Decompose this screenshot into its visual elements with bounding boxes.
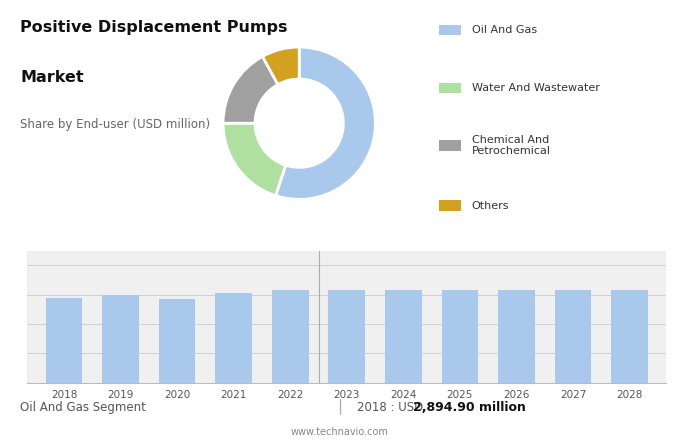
Bar [102,295,139,383]
Text: 2,894.90 million: 2,894.90 million [413,400,526,414]
Text: Oil And Gas: Oil And Gas [472,25,537,35]
Text: Market: Market [20,70,84,85]
Bar [439,83,462,93]
Bar [158,299,195,383]
Text: |: | [337,399,343,415]
Bar [328,290,365,383]
Wedge shape [223,56,278,123]
Text: Oil And Gas Segment: Oil And Gas Segment [20,400,146,414]
Bar [439,25,462,35]
Bar [439,200,462,211]
Text: 2018 : USD: 2018 : USD [357,400,427,414]
Bar [272,290,309,383]
Text: Positive Displacement Pumps: Positive Displacement Pumps [20,20,288,35]
Text: Water And Wastewater: Water And Wastewater [472,83,600,93]
Bar [498,290,535,383]
Wedge shape [275,47,375,199]
Bar [611,290,648,383]
Bar [385,290,422,383]
Wedge shape [262,47,299,84]
Text: Chemical And
Petrochemical: Chemical And Petrochemical [472,135,551,156]
Text: Share by End-user (USD million): Share by End-user (USD million) [20,118,211,131]
Bar [46,298,82,383]
Bar [555,290,592,383]
Bar [216,293,252,383]
Text: www.technavio.com: www.technavio.com [291,427,389,437]
Bar [439,140,462,151]
Bar [441,290,478,383]
Text: Others: Others [472,201,509,211]
Wedge shape [223,123,286,196]
